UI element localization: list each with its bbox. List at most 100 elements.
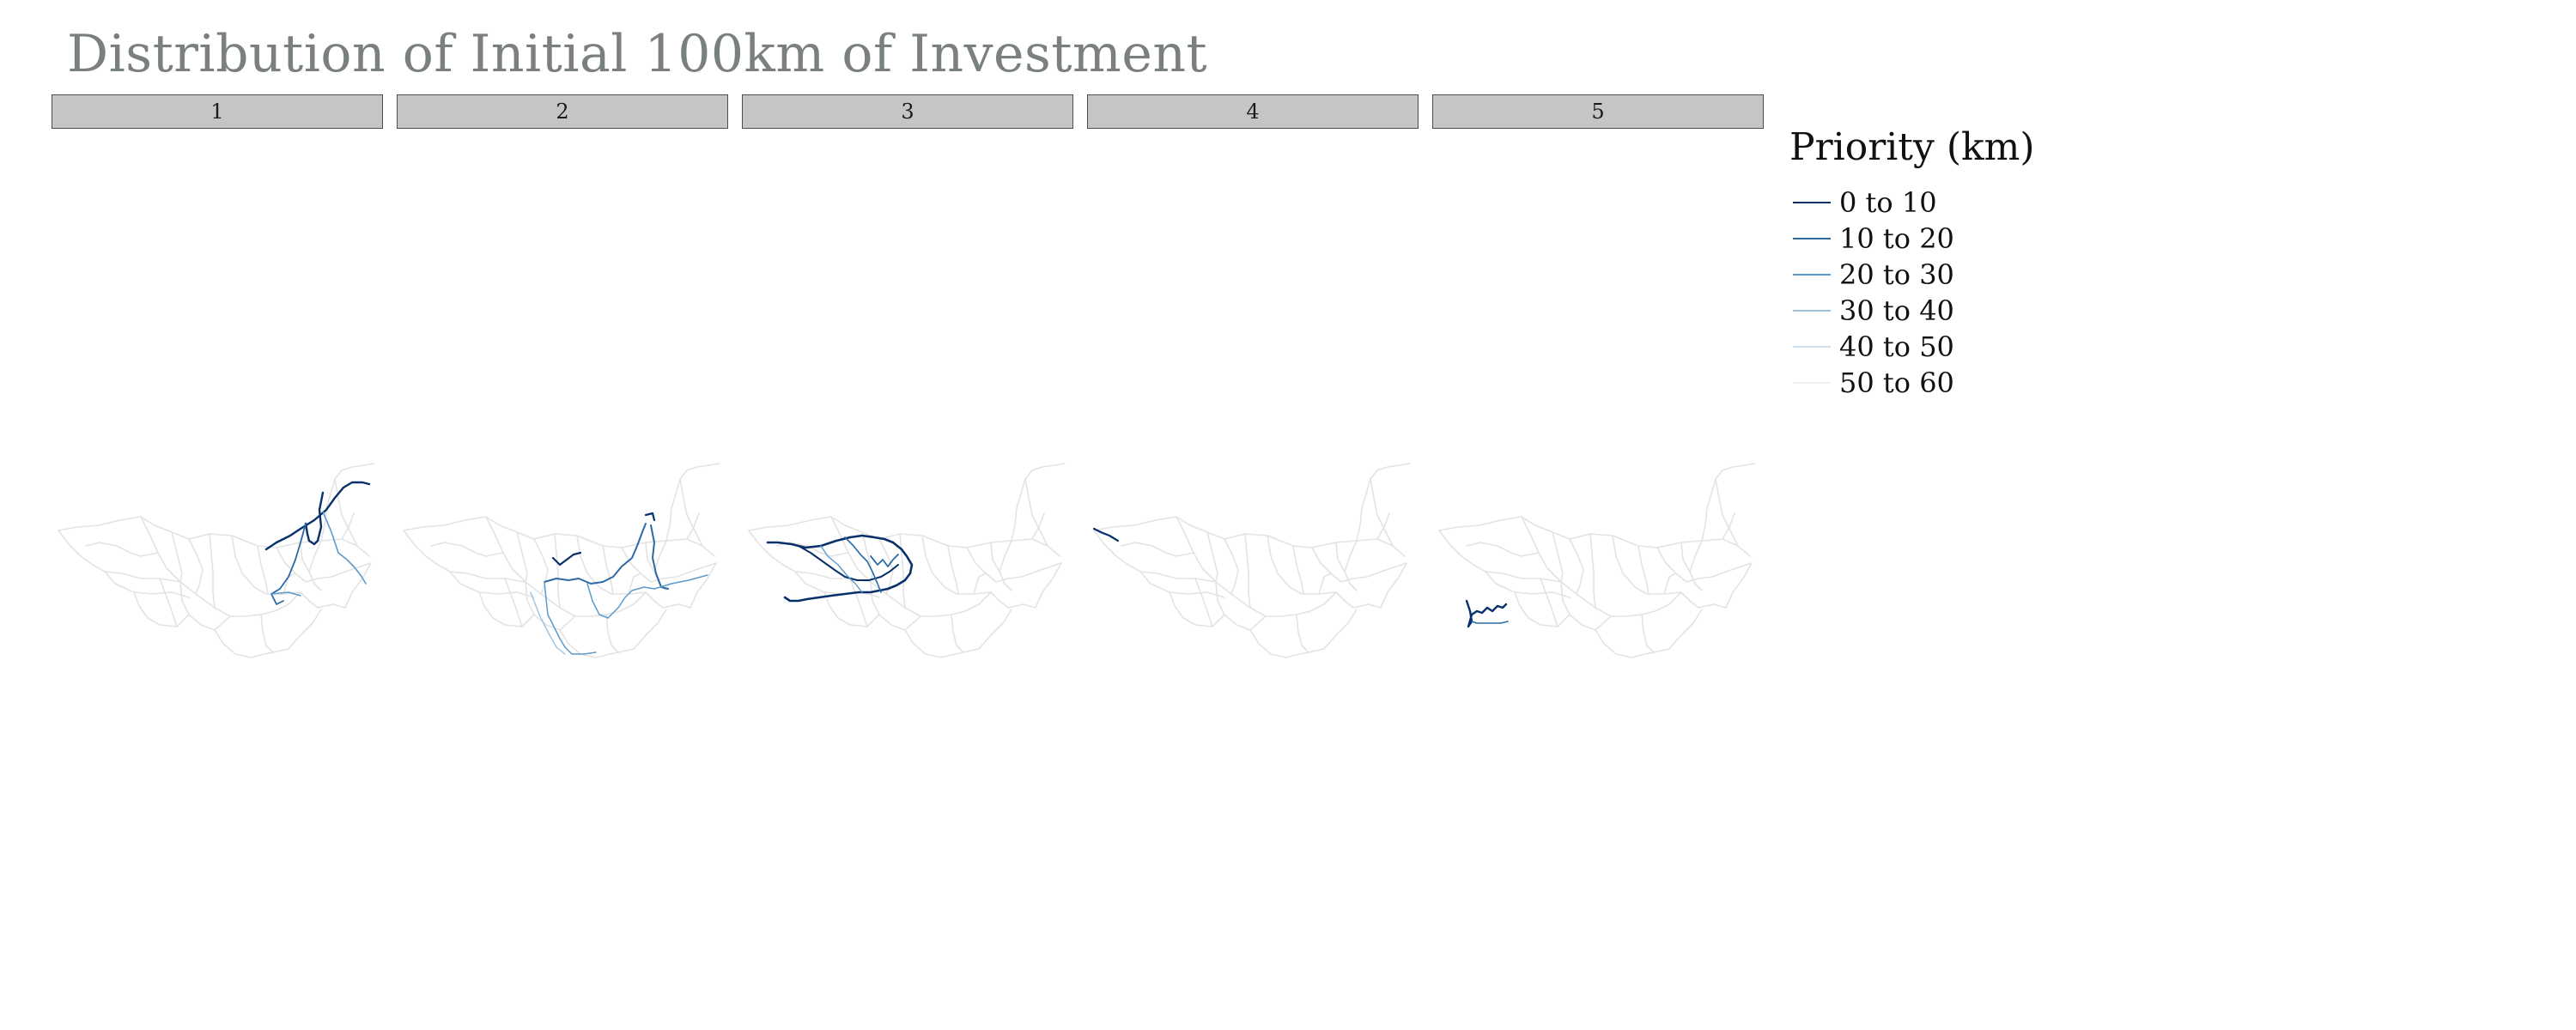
- road-segment: [85, 542, 159, 557]
- road-segment: [58, 530, 231, 617]
- road-segment: [1715, 478, 1739, 547]
- road-segment: [1637, 545, 1649, 595]
- road-segment: [1292, 545, 1304, 595]
- priority-route: [644, 512, 656, 522]
- priority-route: [766, 534, 914, 603]
- priority-route: [304, 491, 325, 546]
- map-svg-1: [58, 463, 375, 658]
- road-segment: [1296, 614, 1309, 653]
- road-segment: [973, 573, 987, 595]
- road-segment: [823, 591, 880, 627]
- road-segment: [849, 578, 868, 627]
- road-segment: [533, 538, 549, 595]
- road-segment: [605, 614, 619, 653]
- road-segment: [430, 542, 504, 557]
- road-segment: [947, 545, 959, 595]
- priority-route: [264, 481, 371, 551]
- road-segment: [334, 463, 375, 480]
- road-segment: [1224, 538, 1239, 595]
- legend-label: 20 to 30: [1839, 258, 1954, 291]
- road-segment: [1715, 463, 1756, 480]
- road-segment: [1722, 512, 1735, 540]
- road-segment: [1552, 531, 1612, 631]
- road-segment: [1093, 530, 1267, 617]
- panel-map-1: [52, 463, 383, 687]
- road-segment: [951, 614, 964, 653]
- road-segment: [1656, 547, 1753, 583]
- legend-swatch: [1793, 294, 1831, 328]
- panel-map-5: [1432, 463, 1764, 687]
- road-segment: [1610, 591, 1682, 617]
- road-segment: [1540, 578, 1558, 627]
- road-segment: [1589, 533, 1596, 609]
- priority-route: [1471, 621, 1509, 624]
- road-segment: [1438, 530, 1612, 617]
- road-segment: [504, 578, 523, 627]
- road-segment: [621, 547, 717, 583]
- road-segment: [899, 533, 906, 609]
- legend-label: 10 to 20: [1839, 222, 1954, 255]
- road-segment: [1521, 516, 1562, 583]
- legend-line: [1793, 310, 1831, 312]
- road-segment: [966, 547, 1062, 583]
- panel-strip-2: 2: [397, 94, 728, 129]
- legend-item: 40 to 50: [1789, 329, 2035, 365]
- road-segment: [1318, 573, 1332, 595]
- priority-route: [551, 551, 582, 566]
- road-segment: [1701, 478, 1716, 542]
- road-segment: [209, 533, 216, 609]
- road-segment: [645, 562, 717, 609]
- priority-route: [586, 574, 708, 619]
- legend-label: 30 to 40: [1839, 294, 1954, 327]
- road-segment: [653, 540, 667, 573]
- legend-line: [1793, 202, 1831, 203]
- priority-route: [650, 524, 669, 590]
- road-segment: [559, 609, 667, 658]
- road-segment: [1176, 516, 1217, 583]
- priority-route: [270, 591, 301, 597]
- road-segment: [1249, 609, 1358, 658]
- legend-label: 0 to 10: [1839, 186, 1937, 219]
- figure-title: Distribution of Initial 100km of Investm…: [67, 24, 1208, 84]
- legend-swatch: [1793, 185, 1831, 220]
- legend: Priority (km) 0 to 10 10 to 20 20 to 30 …: [1789, 125, 2035, 401]
- road-segment: [449, 571, 535, 598]
- priority-route: [870, 554, 899, 567]
- road-segment: [320, 478, 336, 542]
- road-segment: [679, 478, 703, 547]
- priority-route: [1092, 527, 1120, 542]
- legend-line: [1793, 274, 1831, 276]
- road-segment: [104, 571, 190, 598]
- road-segment: [1244, 533, 1251, 609]
- priority-route: [270, 523, 307, 605]
- road-segment: [1031, 512, 1045, 540]
- panel-map-3: [742, 463, 1073, 687]
- road-segment: [1569, 538, 1584, 595]
- map-svg-2: [403, 463, 720, 658]
- road-segment: [1024, 463, 1066, 480]
- road-segment: [1011, 478, 1026, 542]
- road-segment: [260, 614, 274, 653]
- road-segment: [308, 540, 322, 573]
- road-segment: [1356, 478, 1371, 542]
- priority-route: [1465, 599, 1508, 628]
- road-segment: [159, 578, 178, 627]
- map-svg-5: [1438, 463, 1756, 658]
- legend-item: 20 to 30: [1789, 257, 2035, 293]
- road-segment: [904, 609, 1012, 658]
- priority-route: [544, 581, 597, 655]
- panel-strip-1: 1: [52, 94, 383, 129]
- road-segment: [1689, 540, 1703, 573]
- priority-route: [798, 545, 899, 581]
- road-segment: [403, 530, 576, 617]
- road-segment: [920, 591, 992, 617]
- road-segment: [1641, 614, 1655, 653]
- legend-swatch: [1793, 366, 1831, 400]
- road-segment: [214, 609, 322, 658]
- map-svg-4: [1092, 463, 1411, 658]
- legend-line: [1793, 238, 1831, 239]
- road-segment: [1370, 478, 1394, 547]
- panel-strip-4: 4: [1087, 94, 1419, 129]
- panel-strip-5: 5: [1432, 94, 1764, 129]
- road-segment: [334, 478, 358, 547]
